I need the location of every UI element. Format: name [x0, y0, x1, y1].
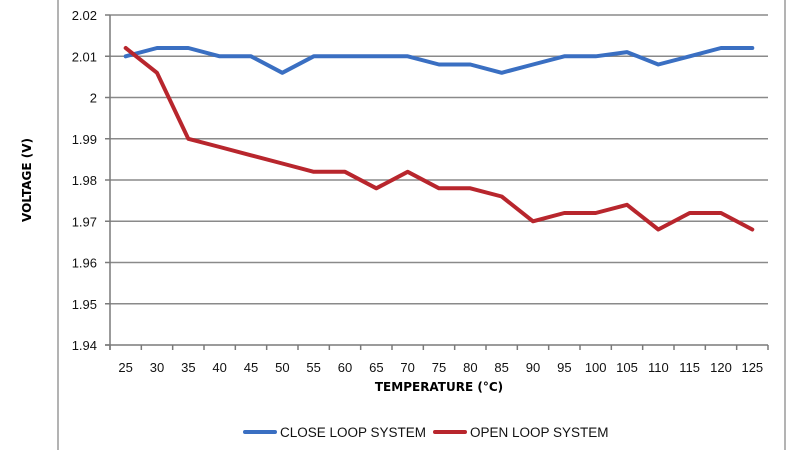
- y-tick-label: 2.01: [72, 49, 97, 64]
- y-axis-title: VOLTAGE (V): [20, 138, 34, 222]
- x-tick-label: 65: [369, 360, 383, 375]
- x-tick-label: 35: [181, 360, 195, 375]
- x-tick-label: 115: [679, 360, 700, 375]
- series-line-open-loop: [123, 46, 755, 232]
- y-axis-ticks: 1.94 1.95 1.96 1.97 1.98 1.99 2 2.01 2.02: [72, 8, 110, 353]
- x-tick-label: 55: [306, 360, 320, 375]
- x-tick-label: 70: [400, 360, 414, 375]
- y-tick-label: 2: [90, 91, 97, 106]
- x-tick-label: 100: [585, 360, 607, 375]
- x-tick-label: 30: [150, 360, 164, 375]
- x-tick-label: 25: [118, 360, 132, 375]
- x-tick-label: 50: [275, 360, 289, 375]
- x-tick-label: 45: [244, 360, 258, 375]
- x-tick-label: 85: [494, 360, 508, 375]
- x-tick-label: 105: [616, 360, 638, 375]
- x-tick-label: 90: [526, 360, 540, 375]
- y-tick-label: 1.96: [72, 256, 97, 271]
- x-tick-label: 40: [212, 360, 226, 375]
- x-tick-label: 125: [741, 360, 763, 375]
- x-axis-ticks: 25 30 35 40 45 50 55 60 65 70 75 80 85 90 95 100 105 110 1…: [109, 345, 769, 375]
- y-tick-label: 2.02: [72, 8, 97, 23]
- x-tick-label: 60: [338, 360, 352, 375]
- y-tick-label: 1.99: [72, 132, 97, 147]
- y-tick-label: 1.97: [72, 214, 97, 229]
- gridlines: [110, 14, 768, 305]
- series-group: [123, 46, 755, 232]
- legend-label: CLOSE LOOP SYSTEM: [280, 425, 426, 440]
- x-tick-label: 120: [710, 360, 732, 375]
- y-tick-label: 1.95: [72, 297, 97, 312]
- x-tick-label: 95: [557, 360, 571, 375]
- legend: CLOSE LOOP SYSTEM OPEN LOOP SYSTEM: [243, 425, 609, 440]
- series-line-close-loop: [123, 46, 755, 75]
- legend-label: OPEN LOOP SYSTEM: [470, 425, 609, 440]
- x-tick-label: 80: [463, 360, 477, 375]
- y-tick-label: 1.94: [72, 338, 97, 353]
- x-tick-label: 75: [432, 360, 446, 375]
- x-axis-title: TEMPERATURE (°C): [375, 380, 503, 394]
- x-tick-label: 110: [648, 360, 669, 375]
- y-tick-label: 1.98: [72, 173, 97, 188]
